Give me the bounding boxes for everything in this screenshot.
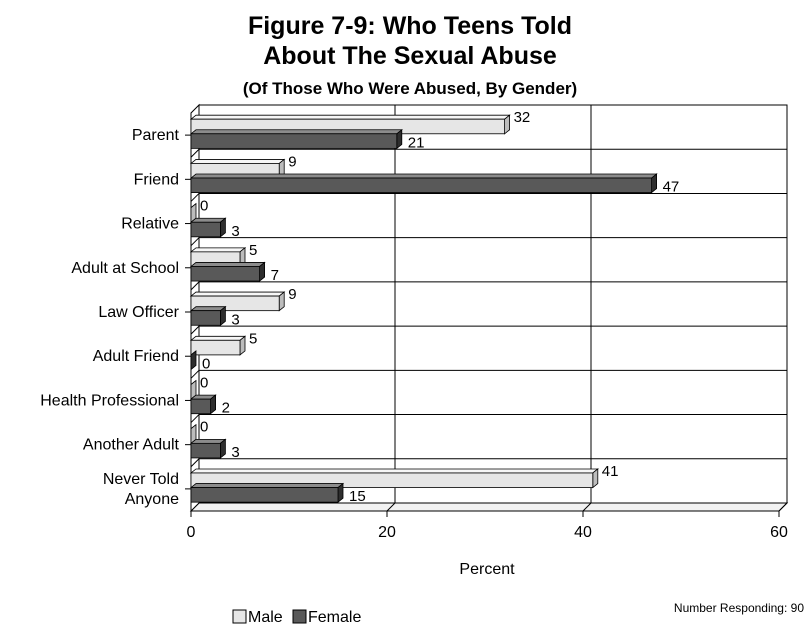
legend-label: Female <box>308 609 361 626</box>
bar-top-face <box>189 306 227 312</box>
data-label-male: 32 <box>514 109 531 126</box>
data-label-female: 0 <box>202 355 210 372</box>
data-label-female: 2 <box>222 400 230 417</box>
x-grid-floor-line <box>778 502 788 512</box>
bar-top-face <box>189 438 227 444</box>
bar <box>190 339 241 356</box>
category-label: Law Officer <box>98 304 179 321</box>
data-label-male: 41 <box>602 463 619 480</box>
x-tick-label: 20 <box>378 524 396 541</box>
data-label-female: 3 <box>231 223 239 240</box>
x-grid-floor-line <box>386 502 396 512</box>
category-gridline-depth <box>190 369 200 379</box>
data-label-male: 0 <box>200 198 208 215</box>
bar <box>190 133 398 149</box>
x-tick-label: 40 <box>574 524 592 541</box>
category-label: Relative <box>121 216 179 233</box>
category-gridline-depth <box>190 237 200 247</box>
data-label-female: 21 <box>408 134 425 151</box>
category-label: Adult Friend <box>93 348 179 365</box>
category-label: Anyone <box>125 491 179 508</box>
bar-top-face <box>189 483 345 488</box>
bar-top-face <box>189 262 266 267</box>
bar <box>190 398 212 415</box>
category-gridline-depth <box>190 148 200 158</box>
legend-label: Male <box>248 609 283 626</box>
bar-top-face <box>189 468 599 474</box>
category-gridline-depth <box>190 193 200 202</box>
data-label-male: 5 <box>249 330 257 347</box>
chart-title-line-1: Figure 7-9: Who Teens Told <box>248 12 572 40</box>
plot-back-wall <box>198 104 788 504</box>
bar-top-face <box>189 114 511 120</box>
data-label-male: 9 <box>288 153 296 170</box>
category-gridline-depth <box>190 281 200 291</box>
data-label-male: 5 <box>249 242 257 259</box>
x-grid-floor-line <box>582 502 592 512</box>
category-gridline-depth <box>190 325 200 335</box>
bar-top-face <box>189 247 247 253</box>
plot-floor <box>189 502 789 512</box>
x-tick-label: 0 <box>187 524 196 541</box>
data-label-female: 7 <box>271 267 279 284</box>
chart-subtitle: (Of Those Who Were Abused, By Gender) <box>243 79 577 98</box>
bar-top-face <box>189 159 286 164</box>
data-label-female: 3 <box>231 444 239 461</box>
category-label: Friend <box>134 171 179 188</box>
category-label: Health Professional <box>40 392 179 409</box>
bar <box>190 221 221 238</box>
bar-side-face <box>190 350 197 371</box>
x-axis-title: Percent <box>459 561 515 578</box>
number-responding-note: Number Responding: 90 <box>674 601 804 615</box>
bar-top-face <box>189 335 247 341</box>
bar-top-face <box>189 217 227 223</box>
category-label: Adult at School <box>71 260 179 277</box>
data-label-male: 0 <box>200 375 208 392</box>
bar <box>190 266 260 282</box>
chart-title-line-2: About The Sexual Abuse <box>263 42 557 70</box>
category-label: Never Told <box>103 471 179 488</box>
legend-swatch <box>232 609 247 624</box>
plot-area: 0 20 40 60Parent3221Friend947Relative03Adul… <box>40 103 789 541</box>
bar <box>190 310 221 326</box>
legend: Male Female <box>232 609 361 626</box>
bar-top-face <box>189 173 658 179</box>
legend-swatch <box>292 609 307 624</box>
category-gridline-depth <box>190 414 200 423</box>
category-label: Parent <box>132 127 180 144</box>
bar-top-face <box>189 291 286 297</box>
category-label: Another Adult <box>83 437 180 454</box>
category-gridline-depth <box>190 458 200 468</box>
data-label-male: 0 <box>200 419 208 436</box>
data-label-male: 9 <box>288 286 296 303</box>
x-tick-label: 60 <box>770 524 788 541</box>
bar <box>190 442 221 459</box>
data-label-female: 15 <box>349 488 366 505</box>
bar <box>190 487 339 503</box>
data-label-female: 3 <box>231 311 239 328</box>
bar-top-face <box>189 129 403 135</box>
bar <box>190 177 653 194</box>
data-label-female: 47 <box>663 179 680 196</box>
